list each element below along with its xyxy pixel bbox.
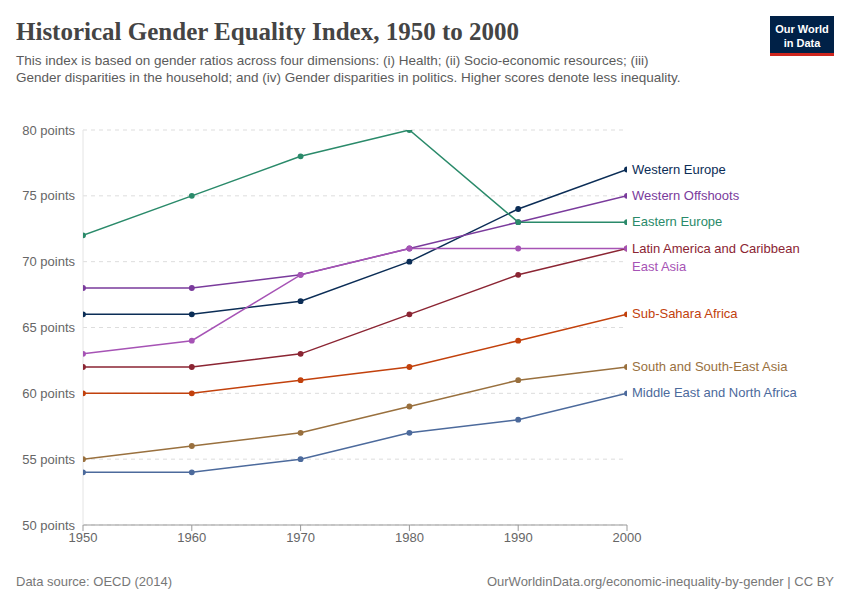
svg-text:80 points: 80 points	[22, 123, 75, 138]
svg-text:1970: 1970	[286, 530, 315, 545]
svg-text:2000: 2000	[613, 530, 642, 545]
html-text:OurWorldinData.org/economic-in: OurWorldinData.org/economic-inequality-b…	[486, 574, 834, 589]
svg-text:55 points: 55 points	[22, 452, 75, 467]
html-text:This index is based on gender: This index is based on gender ratios acr…	[16, 53, 681, 85]
html-text:Our World: Our World	[775, 23, 829, 35]
svg-text:1990: 1990	[504, 530, 533, 545]
html-text:Historical Gender Equality Ind: Historical Gender Equality Index, 1950 t…	[16, 18, 519, 45]
svg-text:Western Europe: Western Europe	[632, 162, 726, 177]
svg-text:1980: 1980	[395, 530, 424, 545]
html-text:in Data: in Data	[783, 37, 821, 49]
svg-text:50 points: 50 points	[22, 518, 75, 533]
svg-text:Latin America and Caribbean: Latin America and Caribbean	[632, 241, 800, 256]
svg-text:60 points: 60 points	[22, 386, 75, 401]
html-text:Data source: OECD (2014): Data source: OECD (2014)	[16, 574, 173, 589]
svg-text:1960: 1960	[177, 530, 206, 545]
svg-text:Western Offshoots: Western Offshoots	[632, 188, 740, 203]
svg-text:65 points: 65 points	[22, 320, 75, 335]
svg-text:Middle East and North Africa: Middle East and North Africa	[632, 385, 798, 400]
svg-text:70 points: 70 points	[22, 254, 75, 269]
svg-text:75 points: 75 points	[22, 188, 75, 203]
svg-text:1950: 1950	[68, 530, 98, 546]
svg-text:Sub-Sahara Africa: Sub-Sahara Africa	[632, 306, 738, 321]
svg-text:South and South-East Asia: South and South-East Asia	[632, 359, 788, 374]
svg-text:East Asia: East Asia	[632, 259, 687, 274]
svg-text:Eastern Europe: Eastern Europe	[632, 214, 722, 229]
